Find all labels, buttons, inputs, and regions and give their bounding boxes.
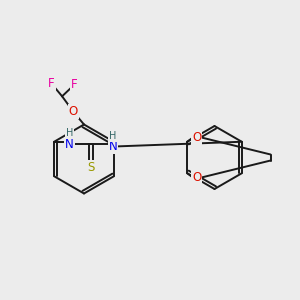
Text: F: F (71, 78, 77, 92)
Text: N: N (109, 140, 117, 153)
Text: O: O (192, 131, 201, 144)
Text: S: S (88, 161, 95, 174)
Text: F: F (48, 77, 55, 90)
Text: H: H (109, 131, 117, 141)
Text: H: H (66, 128, 74, 138)
Text: N: N (65, 138, 74, 151)
Text: O: O (69, 105, 78, 119)
Text: O: O (192, 171, 201, 184)
